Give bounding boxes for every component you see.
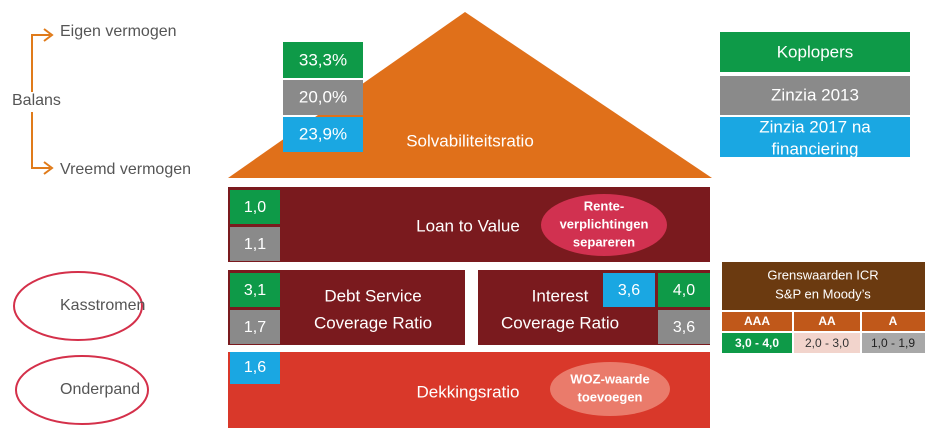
note-text: Rente-: [584, 198, 624, 213]
range: 2,0 - 3,0: [805, 336, 849, 350]
value: 3,6: [618, 282, 640, 299]
box-green: [230, 273, 280, 307]
rating-cell: [862, 312, 925, 331]
note-text: verplichtingen: [560, 216, 649, 231]
coverage-label: Dekkingsratio: [417, 382, 520, 401]
dscr-label: Coverage Ratio: [314, 313, 432, 332]
table-title: Grenswaarden ICR: [767, 267, 878, 282]
circle-mark: [13, 271, 143, 341]
value: 33,3%: [299, 50, 347, 69]
legend-label: Koplopers: [777, 42, 854, 61]
value: 1,0: [244, 199, 266, 216]
box-grey: [230, 227, 280, 261]
box-blue: [230, 352, 280, 384]
box-blue: [283, 117, 363, 152]
icr-label: Interest: [532, 286, 589, 305]
range-cell: [722, 333, 792, 353]
value: 1,6: [244, 359, 266, 376]
box-green: [658, 273, 710, 307]
legend-blue: [720, 117, 910, 157]
circled-label: Kasstromen: [60, 297, 145, 314]
circle-mark: [15, 355, 149, 425]
note-bubble: [541, 194, 667, 256]
note-text: toevoegen: [577, 389, 642, 404]
rating: AA: [818, 314, 836, 328]
box-green: [230, 190, 280, 224]
dscr-label: Debt Service: [324, 286, 421, 305]
table-header: [722, 262, 925, 310]
legend-label: Zinzia 2017 na: [759, 117, 871, 136]
box-grey: [658, 310, 710, 344]
legend-label: financiering: [772, 139, 859, 158]
value: 3,6: [673, 319, 695, 336]
box-grey: [230, 310, 280, 344]
equity-label: Eigen vermogen: [60, 23, 177, 40]
value: 3,1: [244, 282, 266, 299]
value: 20,0%: [299, 87, 347, 106]
note-bubble: [550, 362, 670, 416]
note-text: separeren: [573, 234, 635, 249]
table-title: S&P en Moody’s: [775, 286, 871, 301]
value: 1,1: [244, 236, 266, 253]
note-text: WOZ-waarde: [570, 371, 649, 386]
debt-label: Vreemd vermogen: [60, 161, 191, 178]
value: 23,9%: [299, 124, 347, 143]
roof-label: Solvabiliteitsratio: [406, 131, 534, 150]
rating: AAA: [744, 314, 770, 328]
box-blue: [603, 273, 655, 307]
rating-cell: [722, 312, 792, 331]
legend-green: [720, 32, 910, 72]
balance-bracket: [31, 28, 54, 175]
range: 3,0 - 4,0: [735, 336, 779, 350]
rating: A: [889, 314, 898, 328]
box-green: [283, 42, 363, 78]
range-cell: [862, 333, 925, 353]
circled-label: Onderpand: [60, 381, 140, 398]
range-cell: [794, 333, 860, 353]
legend-grey: [720, 76, 910, 115]
legend-label: Zinzia 2013: [771, 85, 859, 104]
value: 4,0: [673, 282, 695, 299]
value: 1,7: [244, 319, 266, 336]
box-grey: [283, 80, 363, 115]
icr-label: Coverage Ratio: [501, 313, 619, 332]
balance-label: Balans: [12, 92, 61, 109]
range: 1,0 - 1,9: [871, 336, 915, 350]
ltv-label: Loan to Value: [416, 216, 520, 235]
rating-cell: [794, 312, 860, 331]
